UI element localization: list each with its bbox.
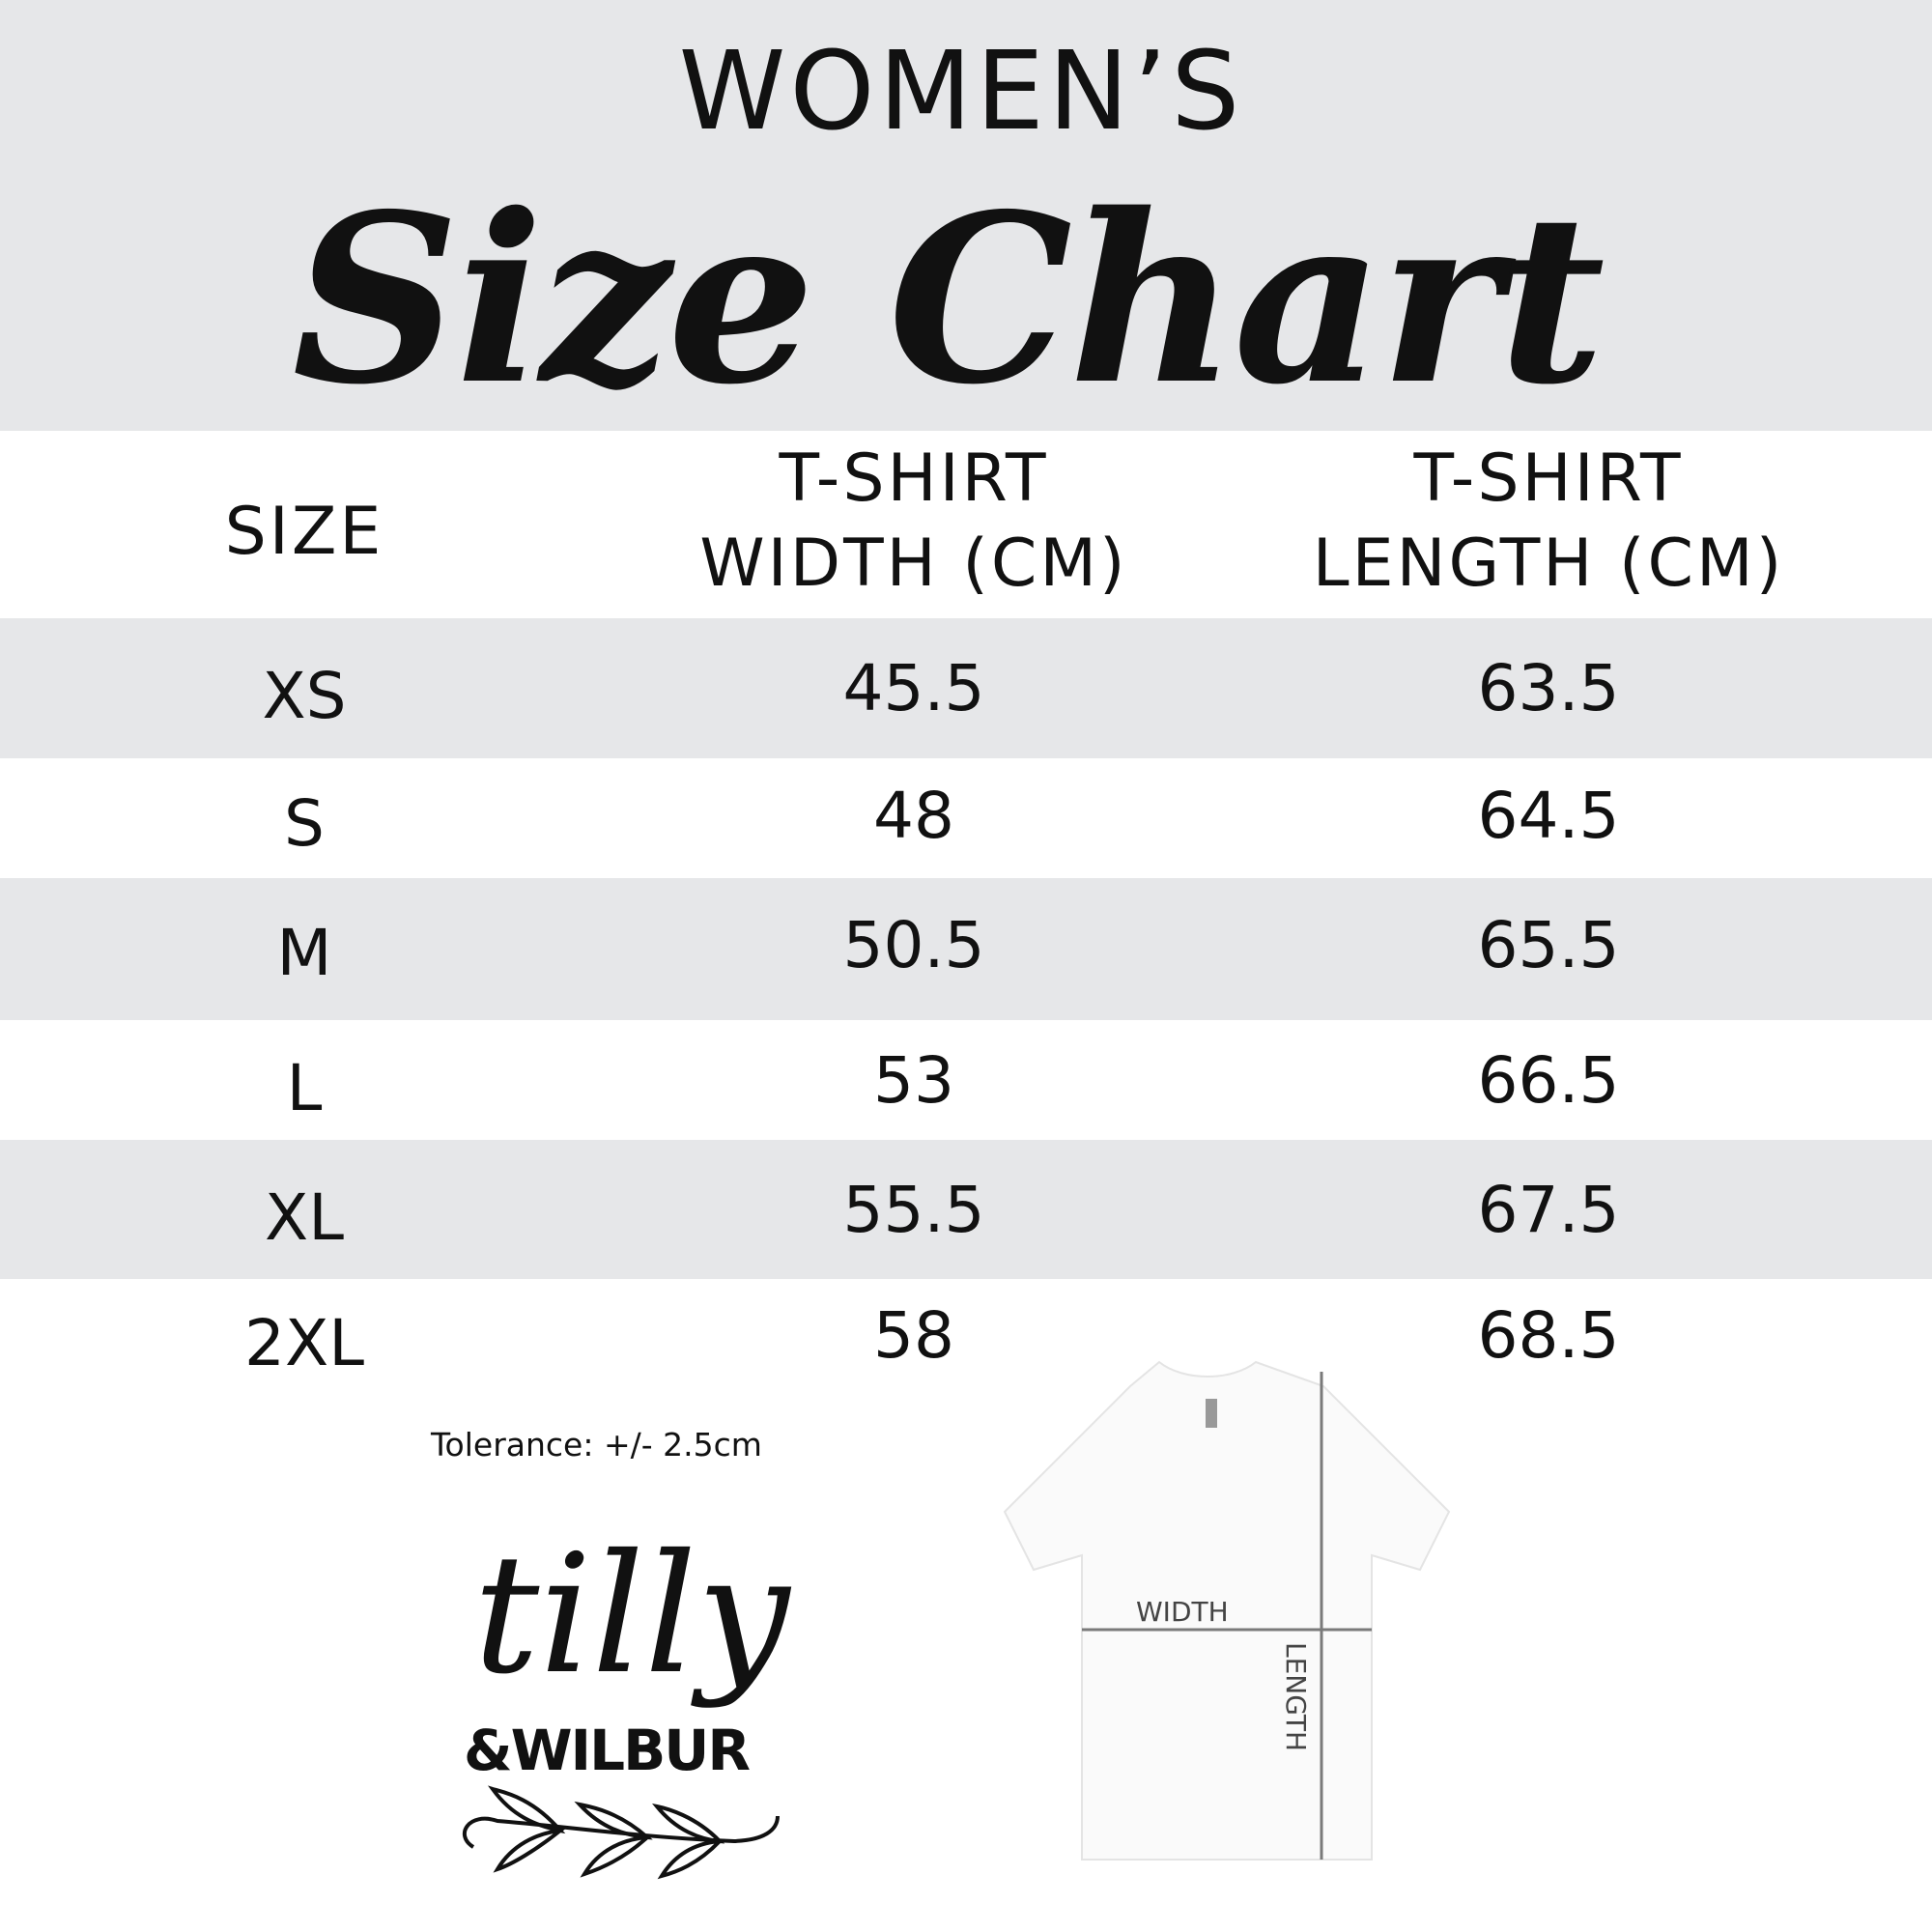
size-cell: S xyxy=(284,786,325,861)
width-cell: 48 xyxy=(873,779,954,853)
tolerance-note: Tolerance: +/- 2.5cm xyxy=(431,1426,762,1463)
width-cell: 50.5 xyxy=(842,908,985,982)
size-cell: XL xyxy=(265,1180,344,1255)
page-title: Size Chart xyxy=(292,163,1605,436)
width-label: WIDTH xyxy=(1136,1596,1229,1628)
length-cell: 64.5 xyxy=(1477,779,1620,853)
width-cell: 58 xyxy=(873,1298,954,1373)
width-cell: 55.5 xyxy=(842,1173,985,1247)
tshirt-icon xyxy=(1003,1360,1451,1861)
header-line: T-SHIRT xyxy=(1413,440,1684,517)
length-cell: 68.5 xyxy=(1477,1298,1620,1373)
length-cell: 63.5 xyxy=(1477,651,1620,725)
subtitle: WOMEN’S xyxy=(678,29,1244,155)
row-band xyxy=(0,878,1932,1020)
row-band xyxy=(0,618,1932,758)
length-cell: 66.5 xyxy=(1477,1043,1620,1118)
length-label: LENGTH xyxy=(1280,1642,1312,1751)
header-line: WIDTH (CM) xyxy=(699,526,1128,602)
logo-wilbur: &WILBUR xyxy=(464,1718,750,1783)
tag-icon xyxy=(1206,1399,1217,1428)
size-cell: L xyxy=(286,1051,323,1125)
row-band xyxy=(0,1140,1932,1279)
tshirt-diagram: WIDTH LENGTH xyxy=(1003,1360,1451,1861)
size-cell: 2XL xyxy=(244,1306,364,1380)
width-cell: 45.5 xyxy=(842,651,985,725)
width-cell: 53 xyxy=(873,1043,954,1118)
column-header-width: T-SHIRT WIDTH (CM) xyxy=(624,437,1204,607)
brand-logo: tilly &WILBUR xyxy=(462,1520,791,1880)
logo-tilly: tilly xyxy=(473,1520,791,1711)
column-header-size: SIZE xyxy=(224,494,384,570)
header-line: LENGTH (CM) xyxy=(1312,526,1785,602)
size-cell: XS xyxy=(262,659,347,733)
header-line: T-SHIRT xyxy=(779,440,1049,517)
column-header-length: T-SHIRT LENGTH (CM) xyxy=(1259,437,1838,607)
header-band xyxy=(0,0,1932,431)
length-cell: 67.5 xyxy=(1477,1173,1620,1247)
leaf-vine-icon xyxy=(462,1785,780,1880)
length-cell: 65.5 xyxy=(1477,908,1620,982)
size-cell: M xyxy=(276,916,332,990)
